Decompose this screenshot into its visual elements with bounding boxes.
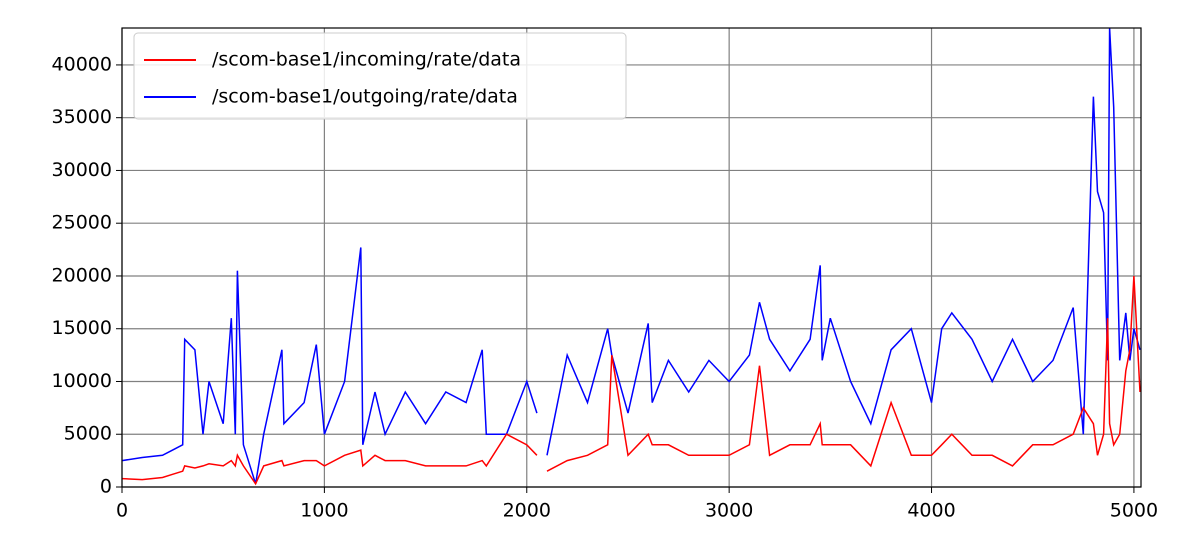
- x-tick-label: 0: [116, 500, 128, 522]
- legend-label: /scom-base1/incoming/rate/data: [212, 49, 521, 71]
- y-tick-label: 10000: [52, 370, 112, 392]
- y-tick-label: 35000: [52, 106, 112, 128]
- series-line: [121, 275, 1141, 486]
- y-tick-label: 0: [100, 476, 112, 498]
- y-tick-label: 25000: [52, 212, 112, 234]
- legend: /scom-base1/incoming/rate/data /scom-bas…: [133, 32, 627, 120]
- series-line: [121, 27, 1141, 485]
- x-tick-label: 1000: [300, 500, 348, 522]
- plot-frame: [121, 27, 1142, 488]
- x-tick-label: 3000: [705, 500, 753, 522]
- y-tick-label: 5000: [64, 423, 112, 445]
- legend-label: /scom-base1/outgoing/rate/data: [212, 86, 518, 108]
- x-tick-label: 4000: [907, 500, 955, 522]
- x-tick-label: 2000: [503, 500, 551, 522]
- y-tick-label: 15000: [52, 317, 112, 339]
- legend-box: [133, 32, 627, 120]
- y-tick-label: 20000: [52, 264, 112, 286]
- y-tick-label: 30000: [52, 159, 112, 181]
- y-tick-label: 40000: [52, 53, 112, 75]
- x-tick-label: 5000: [1110, 500, 1158, 522]
